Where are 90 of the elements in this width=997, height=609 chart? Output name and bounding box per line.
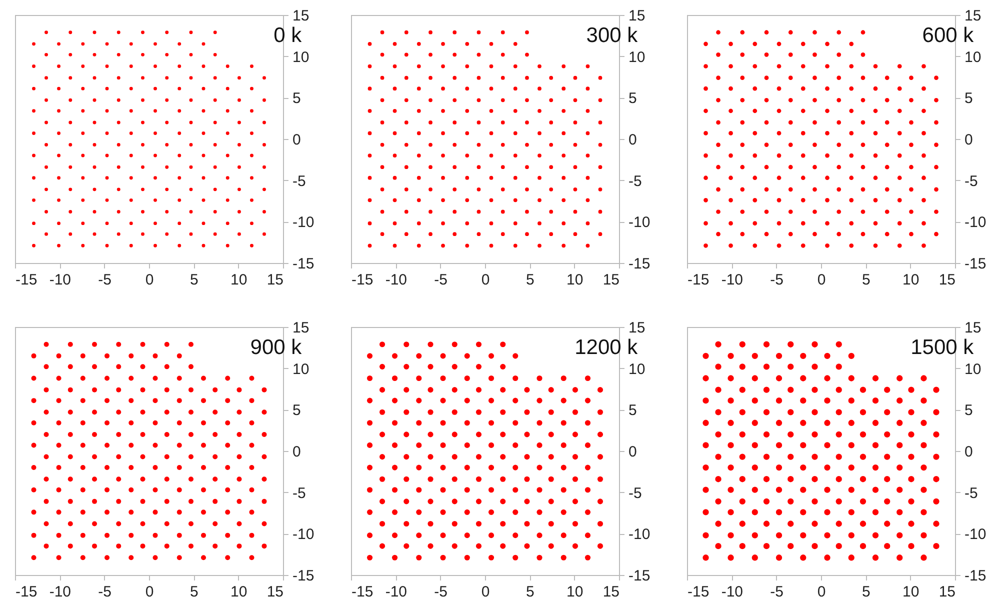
- y-tick-label: -10: [628, 214, 650, 232]
- x-tick-label: -10: [385, 272, 408, 288]
- y-tick-label: 15: [628, 320, 646, 336]
- x-tick-label: 5: [862, 272, 870, 288]
- x-tick-label: 10: [902, 584, 920, 600]
- y-tick-label: -15: [964, 568, 986, 584]
- x-tick-label: 5: [190, 272, 198, 288]
- y-tick-label: 0: [628, 132, 637, 148]
- x-tick-label: -5: [434, 584, 448, 600]
- y-tick-label: -5: [628, 172, 642, 190]
- y-tick-label: -10: [292, 214, 314, 232]
- x-tick-label: -15: [352, 584, 374, 600]
- y-tick-label: 5: [292, 90, 301, 108]
- x-tick-label: 15: [938, 584, 956, 600]
- x-tick-label: 15: [938, 272, 956, 288]
- x-tick-label: -5: [770, 272, 784, 288]
- y-tick-label: -10: [628, 526, 650, 544]
- y-tick-label: 0: [964, 444, 973, 460]
- chart-title: 0 k: [274, 24, 302, 47]
- y-tick-label: 15: [964, 8, 982, 24]
- y-tick-label: 0: [628, 444, 637, 460]
- y-tick-label: 5: [628, 90, 637, 108]
- x-tick-label: 10: [902, 272, 920, 288]
- y-tick-label: -10: [964, 214, 986, 232]
- y-tick-label: -5: [292, 484, 306, 502]
- y-tick-label: 10: [964, 48, 982, 66]
- x-tick-label: 10: [230, 584, 248, 600]
- y-tick-label: 10: [964, 360, 982, 378]
- chart-title: 1500 k: [910, 336, 974, 359]
- y-tick-label: 15: [292, 320, 310, 336]
- y-tick-label: -5: [628, 484, 642, 502]
- y-tick-label: 10: [628, 360, 646, 378]
- y-tick-label: 15: [964, 320, 982, 336]
- x-tick-label: -15: [16, 272, 38, 288]
- chart-title: 600 k: [922, 24, 974, 47]
- x-tick-label: 0: [817, 584, 826, 600]
- x-tick-label: 15: [602, 584, 620, 600]
- x-tick-label: -10: [721, 272, 744, 288]
- y-tick-label: 5: [964, 90, 973, 108]
- chart-title: 1200 k: [574, 336, 638, 359]
- y-tick-label: -10: [964, 526, 986, 544]
- x-tick-label: -10: [49, 272, 72, 288]
- y-tick-label: 0: [292, 132, 301, 148]
- x-tick-label: -15: [688, 584, 710, 600]
- y-tick-label: -15: [628, 256, 650, 272]
- y-tick-label: 10: [292, 360, 310, 378]
- x-tick-label: -15: [352, 272, 374, 288]
- x-tick-label: -10: [385, 584, 408, 600]
- x-tick-label: 10: [566, 272, 584, 288]
- x-tick-label: 5: [526, 272, 534, 288]
- x-tick-label: 10: [566, 584, 584, 600]
- y-tick-label: -5: [964, 484, 978, 502]
- x-tick-label: 15: [266, 584, 284, 600]
- x-tick-label: -15: [16, 584, 38, 600]
- x-tick-label: 0: [145, 272, 154, 288]
- x-tick-label: 5: [862, 584, 870, 600]
- x-tick-label: 15: [602, 272, 620, 288]
- chart-title: 900 k: [250, 336, 302, 359]
- y-tick-label: -15: [964, 256, 986, 272]
- y-tick-label: -15: [292, 256, 314, 272]
- x-tick-label: 10: [230, 272, 248, 288]
- y-tick-label: -5: [292, 172, 306, 190]
- x-tick-label: -5: [98, 272, 112, 288]
- chart-title: 300 k: [586, 24, 638, 47]
- x-tick-label: 5: [526, 584, 534, 600]
- y-tick-label: 0: [964, 132, 973, 148]
- y-tick-label: -15: [628, 568, 650, 584]
- x-tick-label: 0: [145, 584, 154, 600]
- y-tick-label: 5: [292, 402, 301, 420]
- x-tick-label: 15: [266, 272, 284, 288]
- x-tick-label: 5: [190, 584, 198, 600]
- y-tick-label: 5: [964, 402, 973, 420]
- y-tick-label: 10: [628, 48, 646, 66]
- y-tick-label: 10: [292, 48, 310, 66]
- y-tick-label: 0: [292, 444, 301, 460]
- x-tick-label: -15: [688, 272, 710, 288]
- x-tick-label: -5: [434, 272, 448, 288]
- x-tick-label: 0: [481, 272, 490, 288]
- x-tick-label: -10: [49, 584, 72, 600]
- y-tick-label: -15: [292, 568, 314, 584]
- y-tick-label: -5: [964, 172, 978, 190]
- x-tick-label: 0: [481, 584, 490, 600]
- y-tick-label: 15: [292, 8, 310, 24]
- y-tick-label: -10: [292, 526, 314, 544]
- x-tick-label: -5: [98, 584, 112, 600]
- x-tick-label: 0: [817, 272, 826, 288]
- x-tick-label: -10: [721, 584, 744, 600]
- y-tick-label: 5: [628, 402, 637, 420]
- y-tick-label: 15: [628, 8, 646, 24]
- x-tick-label: -5: [770, 584, 784, 600]
